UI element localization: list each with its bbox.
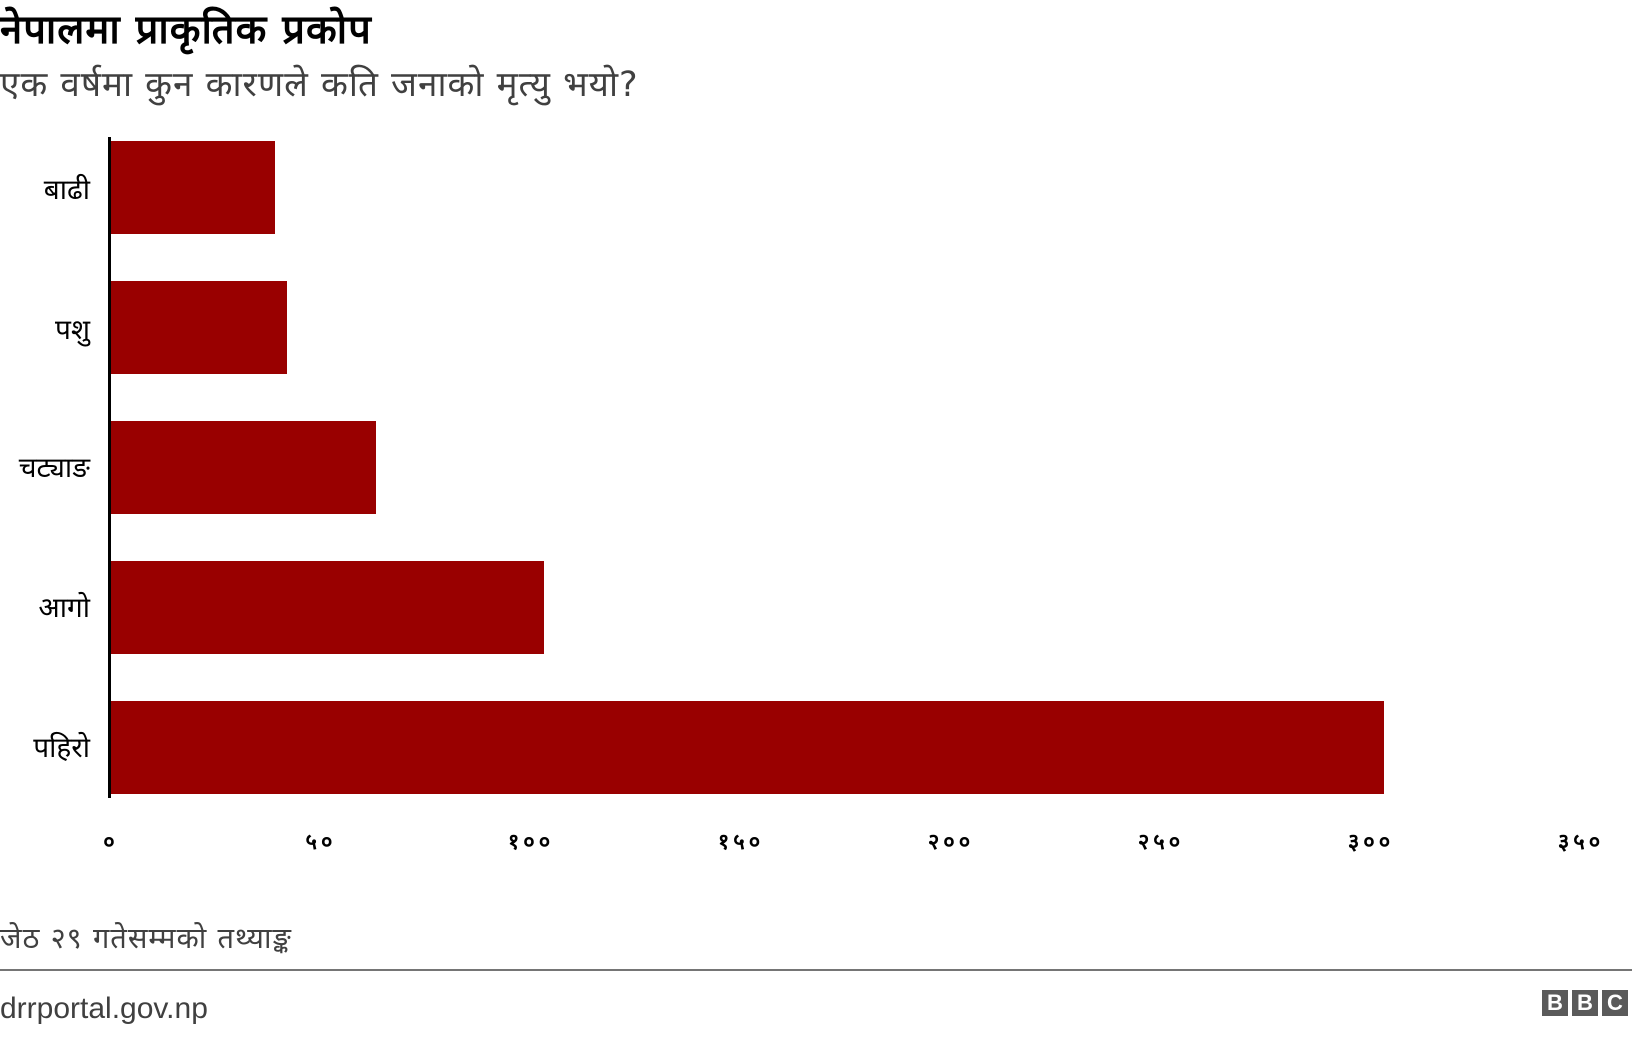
bar-fire [111,561,544,654]
category-label: पहिरो [33,731,90,764]
chart-subtitle: एक वर्षमा कुन कारणले कति जनाको मृत्यु भय… [0,65,639,105]
source-text: drrportal.gov.np [0,992,208,1025]
x-tick-label: ० [103,830,119,855]
x-tick-label: २५० [1137,830,1185,855]
bar-chart: बाढी पशु चट्याङ आगो पहिरो ० ५० १०० १५० २… [18,137,1605,855]
x-tick-label: १५० [717,830,765,855]
logo-letter: B [1572,990,1598,1016]
bbc-logo: B B C [1542,990,1628,1016]
category-label: आगो [38,591,90,624]
category-label: बाढी [43,173,90,206]
x-tick-label: ५० [305,830,337,855]
category-label: चट्याङ [18,451,90,484]
bar-flood [111,141,275,234]
bar-lightning [111,421,376,514]
x-tick-label: २०० [927,830,975,855]
bar-landslide [111,701,1384,794]
logo-letter: B [1542,990,1568,1016]
data-note: जेठ २९ गतेसम्मको तथ्याङ्क [0,921,292,955]
bar-animal [111,281,288,374]
x-tick-label: १०० [507,830,555,855]
chart-title: नेपालमा प्राकृतिक प्रकोप [0,7,372,53]
footer-divider [0,969,1632,971]
logo-letter: C [1602,990,1628,1016]
category-label: पशु [55,313,90,346]
x-tick-label: ३५० [1557,830,1605,855]
y-axis-line [108,137,111,798]
x-tick-label: ३०० [1347,830,1395,855]
